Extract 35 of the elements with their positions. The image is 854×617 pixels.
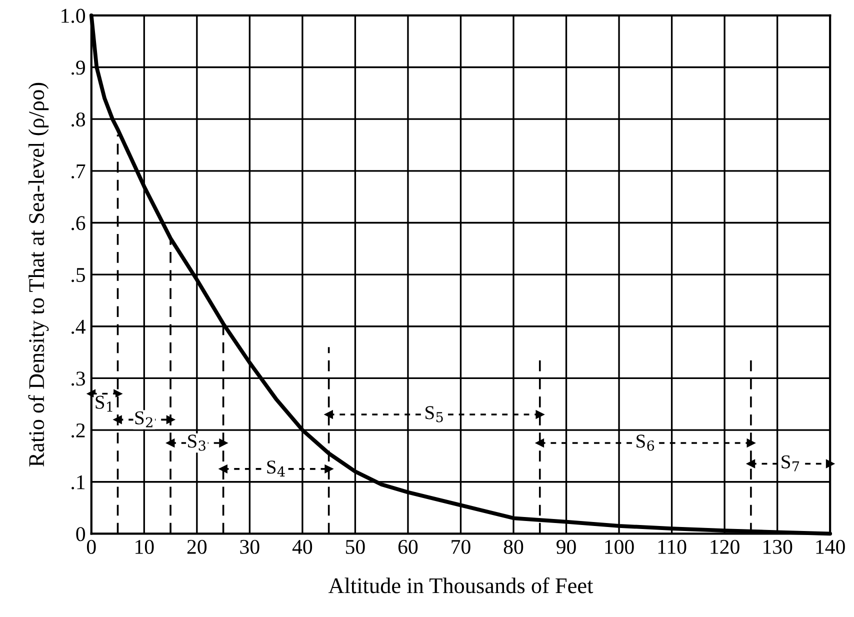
x-tick-label: 40	[292, 540, 312, 554]
x-tick-label: 100	[605, 540, 634, 554]
annotation: S$_{5}$	[426, 406, 443, 422]
x-tick-label: 30	[240, 540, 260, 554]
annotation: S$_{6}$	[636, 434, 654, 451]
x-tick-label: 60	[398, 540, 418, 554]
y-tick-label: .1	[72, 475, 85, 490]
x-tick-label: 70	[452, 540, 470, 554]
y-tick-label: .5	[72, 268, 86, 282]
y-tick-label: .4	[72, 320, 86, 334]
y-tick-label: 1.0	[62, 8, 86, 23]
annotation: S$_{4}$	[267, 460, 285, 476]
y-tick-label: .6	[72, 216, 86, 230]
x-tick-label: 110	[658, 540, 686, 554]
x-tick-label: 120	[710, 540, 740, 554]
y-tick-label: .7	[72, 164, 86, 178]
annotation: S$_{3}$	[188, 434, 206, 451]
y-tick-label: .9	[72, 60, 85, 75]
x-tick-label: 80	[504, 540, 524, 554]
y-tick-label: .8	[72, 112, 86, 127]
y-tick-label: .2	[72, 423, 85, 438]
annotation: S$_{7}$	[782, 455, 800, 472]
annotation: S$_{1}$	[96, 396, 112, 412]
x-tick-label: 50	[346, 540, 365, 554]
y-tick-label: 0	[76, 527, 86, 542]
x-tick-label: 90	[556, 540, 576, 554]
x-tick-label: 10	[136, 540, 154, 554]
x-tick-label: 140	[816, 540, 845, 554]
x-tick-label: 130	[764, 540, 792, 554]
x-axis-title: Altitude in Thousands of Feet	[328, 577, 594, 594]
annotation: S$_{2}$	[135, 411, 152, 428]
x-tick-label: 0	[86, 540, 96, 554]
x-tick-label: 20	[187, 540, 207, 554]
y-tick-label: .3	[72, 372, 86, 386]
y-axis-title: Ratio of Density to That at Sea-level (ρ/ρo)	[28, 82, 49, 467]
